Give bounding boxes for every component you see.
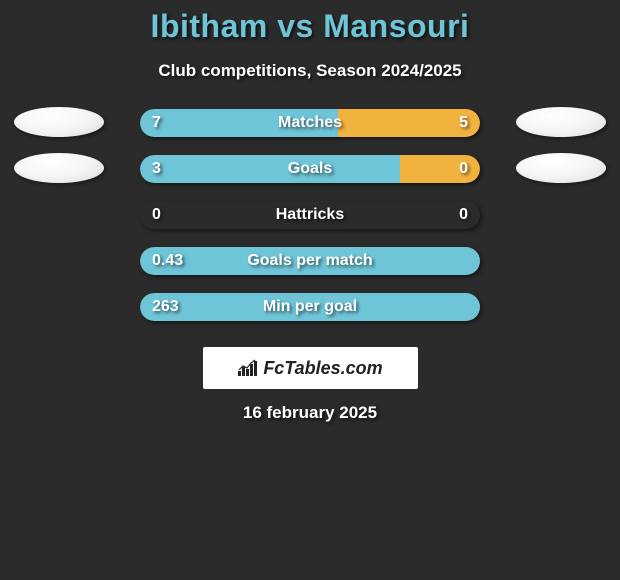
stat-label: Min per goal	[140, 293, 480, 321]
stat-label: Hattricks	[140, 201, 480, 229]
player1-photo	[14, 153, 104, 183]
stats-rows: 7 Matches 5 3 Goals 0 0 Hattricks	[0, 109, 620, 339]
player1-name: Ibitham	[151, 8, 268, 44]
page-title: Ibitham vs Mansouri	[0, 0, 620, 45]
right-value: 0	[459, 201, 468, 229]
attribution-logo: FcTables.com	[237, 358, 382, 379]
stat-label: Matches	[140, 109, 480, 137]
stat-label: Goals per match	[140, 247, 480, 275]
player2-name: Mansouri	[323, 8, 469, 44]
bar-track: 0.43 Goals per match	[140, 247, 480, 275]
attribution-badge[interactable]: FcTables.com	[203, 347, 418, 389]
chart-icon	[237, 359, 259, 377]
player1-photo	[14, 107, 104, 137]
stat-row-min-per-goal: 263 Min per goal	[0, 293, 620, 339]
stat-row-goals-per-match: 0.43 Goals per match	[0, 247, 620, 293]
comparison-widget: Ibitham vs Mansouri Club competitions, S…	[0, 0, 620, 423]
right-value: 0	[459, 155, 468, 183]
stat-row-hattricks: 0 Hattricks 0	[0, 201, 620, 247]
player2-photo	[516, 153, 606, 183]
bar-track: 263 Min per goal	[140, 293, 480, 321]
stat-row-matches: 7 Matches 5	[0, 109, 620, 155]
stat-row-goals: 3 Goals 0	[0, 155, 620, 201]
date-text: 16 february 2025	[0, 403, 620, 423]
bar-track: 3 Goals 0	[140, 155, 480, 183]
subtitle: Club competitions, Season 2024/2025	[0, 61, 620, 81]
player2-photo	[516, 107, 606, 137]
attribution-text: FcTables.com	[263, 358, 382, 379]
bar-track: 7 Matches 5	[140, 109, 480, 137]
bar-track: 0 Hattricks 0	[140, 201, 480, 229]
right-value: 5	[459, 109, 468, 137]
stat-label: Goals	[140, 155, 480, 183]
vs-text: vs	[277, 8, 314, 44]
